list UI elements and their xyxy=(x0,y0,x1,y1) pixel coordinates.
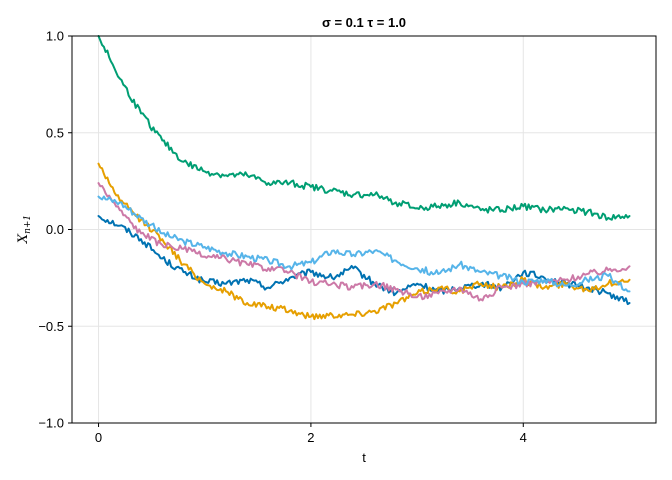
y-tick-label: −1.0 xyxy=(38,416,64,431)
x-tick-label: 4 xyxy=(520,430,527,445)
series-line xyxy=(97,35,631,221)
series-line xyxy=(97,215,631,306)
x-tick-label: 2 xyxy=(307,430,314,445)
y-tick-label: −0.5 xyxy=(38,319,64,334)
chart-title: σ = 0.1 τ = 1.0 xyxy=(322,15,406,30)
series-line xyxy=(97,162,631,321)
series-line xyxy=(97,182,631,302)
y-axis-label-subscript: n+1 xyxy=(23,215,33,234)
axis-ticks: 0 2 4 1.0 0.5 0.0 −0.5 −1.0 xyxy=(38,29,527,446)
series-group xyxy=(97,35,631,321)
y-axis-label: Xn+1 xyxy=(16,215,33,244)
y-tick-label: 1.0 xyxy=(46,29,64,44)
y-tick-label: 0.5 xyxy=(46,125,64,140)
series-line xyxy=(97,195,631,293)
x-tick-label: 0 xyxy=(95,430,102,445)
y-axis-label-main: X xyxy=(16,233,31,244)
x-axis-label: t xyxy=(362,450,366,465)
y-tick-label: 0.0 xyxy=(46,222,64,237)
